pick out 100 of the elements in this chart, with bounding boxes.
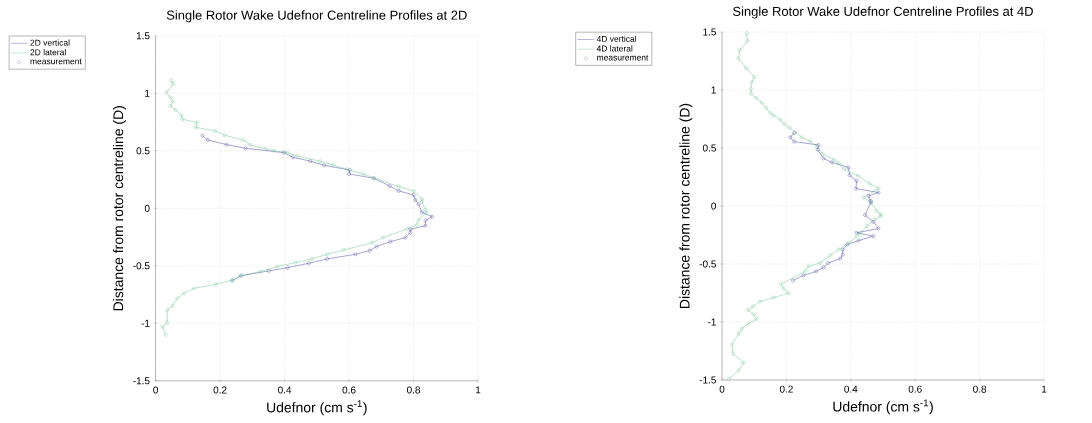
point	[751, 304, 755, 309]
point	[396, 184, 401, 189]
point	[745, 39, 750, 43]
x-tick-label: 0.8	[973, 385, 987, 393]
y-tick-label: -1	[707, 318, 716, 326]
point	[821, 156, 826, 161]
legend-label: 2D lateral	[30, 49, 66, 56]
point	[362, 172, 366, 177]
point	[741, 360, 746, 365]
point	[792, 139, 796, 144]
point	[866, 194, 871, 198]
y-tick-label: 0.5	[702, 144, 716, 152]
legend-label: measurement	[30, 58, 82, 65]
point	[411, 193, 416, 197]
point	[861, 195, 866, 200]
point	[388, 239, 393, 244]
point	[836, 161, 841, 165]
point	[423, 208, 428, 212]
y-tick-label: -1.5	[133, 377, 150, 385]
point	[730, 342, 734, 347]
point	[213, 282, 218, 287]
x-tick-label: 0	[153, 386, 158, 394]
y-tick-label: 1.5	[136, 32, 150, 40]
point	[749, 86, 753, 91]
point	[306, 261, 311, 266]
point	[168, 104, 173, 108]
point	[787, 126, 792, 130]
point	[263, 146, 268, 151]
y-tick-label: 1	[711, 86, 716, 94]
y-tick-label: 0	[144, 204, 150, 212]
point	[295, 154, 300, 158]
point	[408, 230, 413, 235]
chart-title: Single Rotor Wake Udefnor Centreline Profiles at 2D	[166, 10, 467, 23]
point	[782, 122, 786, 126]
point	[416, 202, 421, 207]
point	[160, 324, 165, 329]
point	[170, 304, 175, 308]
point	[381, 235, 385, 240]
point	[764, 106, 768, 110]
point	[838, 256, 842, 261]
point	[353, 252, 358, 257]
chart-title: Single Rotor Wake Udefnor Centreline Profiles at 4D	[733, 6, 1033, 19]
point	[768, 111, 773, 115]
point	[195, 120, 199, 125]
point	[760, 100, 764, 105]
point	[854, 186, 858, 191]
point	[754, 317, 759, 321]
point	[423, 218, 428, 223]
point	[420, 197, 424, 201]
point	[322, 163, 327, 168]
point	[818, 261, 823, 265]
point	[856, 174, 861, 178]
point	[192, 286, 196, 291]
point	[840, 252, 845, 257]
point	[800, 135, 804, 140]
point	[737, 48, 742, 52]
point	[213, 129, 218, 133]
x-axis-title: Udefnor (cm s$^{-1}$)	[267, 400, 367, 416]
point	[865, 224, 869, 228]
point	[168, 95, 173, 100]
point	[370, 241, 374, 245]
point	[847, 173, 852, 177]
point	[740, 326, 744, 331]
point	[248, 143, 253, 147]
y-axis-title: Distance from rotor centreline (D)	[112, 106, 126, 311]
point	[814, 269, 818, 274]
point	[876, 190, 881, 195]
x-tick-label: 0.2	[779, 385, 793, 393]
point	[241, 138, 246, 142]
legend-label: 4D vertical	[596, 35, 637, 42]
point	[413, 198, 418, 202]
point	[751, 312, 756, 317]
x-tick-label: 0.4	[278, 386, 292, 394]
point	[325, 257, 329, 261]
point	[821, 152, 825, 156]
point	[367, 248, 372, 253]
point	[293, 260, 298, 265]
x-tick-label: 0.6	[908, 385, 922, 393]
legend-label: 4D lateral	[596, 45, 633, 52]
point	[308, 159, 313, 163]
y-axis-title: Distance from rotor centreline (D)	[679, 103, 693, 308]
point	[788, 135, 793, 140]
y-tick-label: -1.5	[699, 376, 716, 384]
point	[771, 113, 776, 118]
point	[871, 234, 876, 238]
point	[342, 248, 346, 252]
point	[430, 214, 435, 219]
point	[754, 96, 758, 100]
point	[420, 210, 424, 215]
x-tick-label: 0	[719, 385, 725, 393]
x-tick-label: 0.2	[213, 386, 227, 394]
point	[424, 210, 429, 215]
point	[806, 264, 811, 269]
point	[318, 159, 322, 163]
y-tick-label: 0	[711, 202, 716, 210]
x-tick-label: 0.6	[342, 386, 356, 394]
point	[801, 273, 806, 278]
point	[757, 299, 762, 304]
point	[180, 117, 185, 122]
point	[403, 235, 408, 240]
